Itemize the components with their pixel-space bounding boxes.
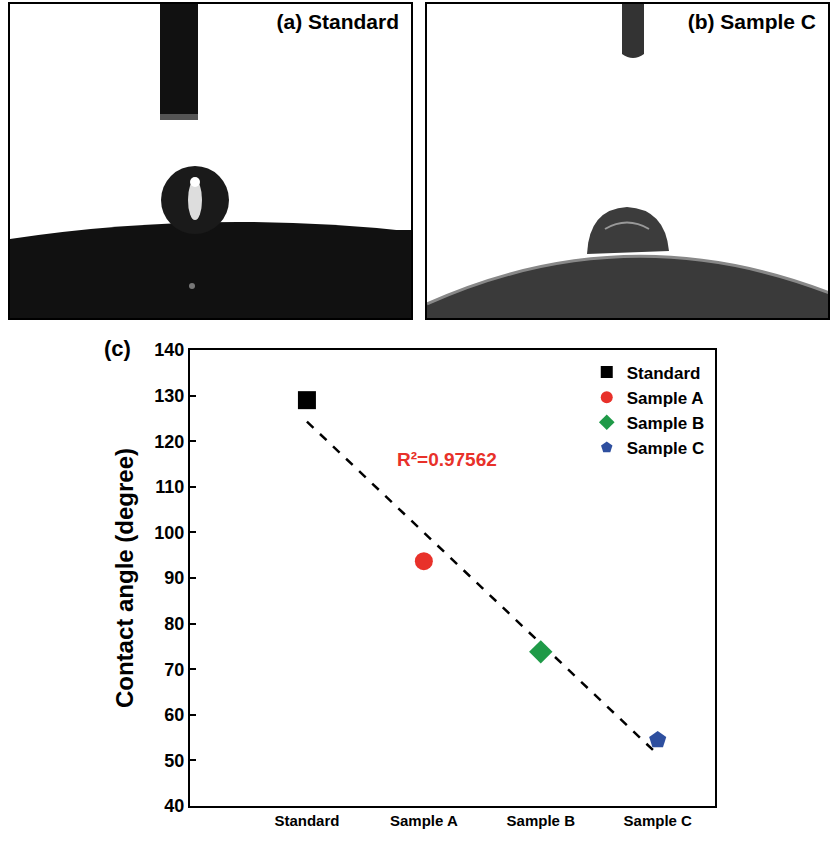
svg-text:40: 40 [164,796,184,816]
svg-text:R²=0.97562: R²=0.97562 [397,449,497,470]
svg-text:Sample B: Sample B [507,812,576,829]
svg-text:130: 130 [154,386,184,406]
svg-text:120: 120 [154,432,184,452]
svg-text:110: 110 [155,477,184,497]
svg-text:Sample B: Sample B [627,414,704,433]
svg-text:60: 60 [164,705,184,725]
html-text:(b) Sample C: (b) Sample C [687,10,816,33]
svg-text:Sample C: Sample C [627,439,704,458]
svg-text:Sample C: Sample C [624,812,693,829]
svg-text:100: 100 [154,523,184,543]
svg-text:Sample A: Sample A [390,812,458,829]
svg-text:Standard: Standard [627,364,701,383]
html-text:(a) Standard: (a) Standard [276,10,399,33]
svg-text:50: 50 [164,751,184,771]
svg-text:Contact angle (degree): Contact angle (degree) [111,448,138,708]
svg-text:80: 80 [164,614,184,634]
svg-text:Standard: Standard [274,812,339,829]
svg-text:140: 140 [154,340,184,360]
svg-text:Sample A: Sample A [627,389,704,408]
html-text:(c): (c) [104,336,131,361]
svg-text:70: 70 [164,660,184,680]
svg-text:90: 90 [164,568,184,588]
